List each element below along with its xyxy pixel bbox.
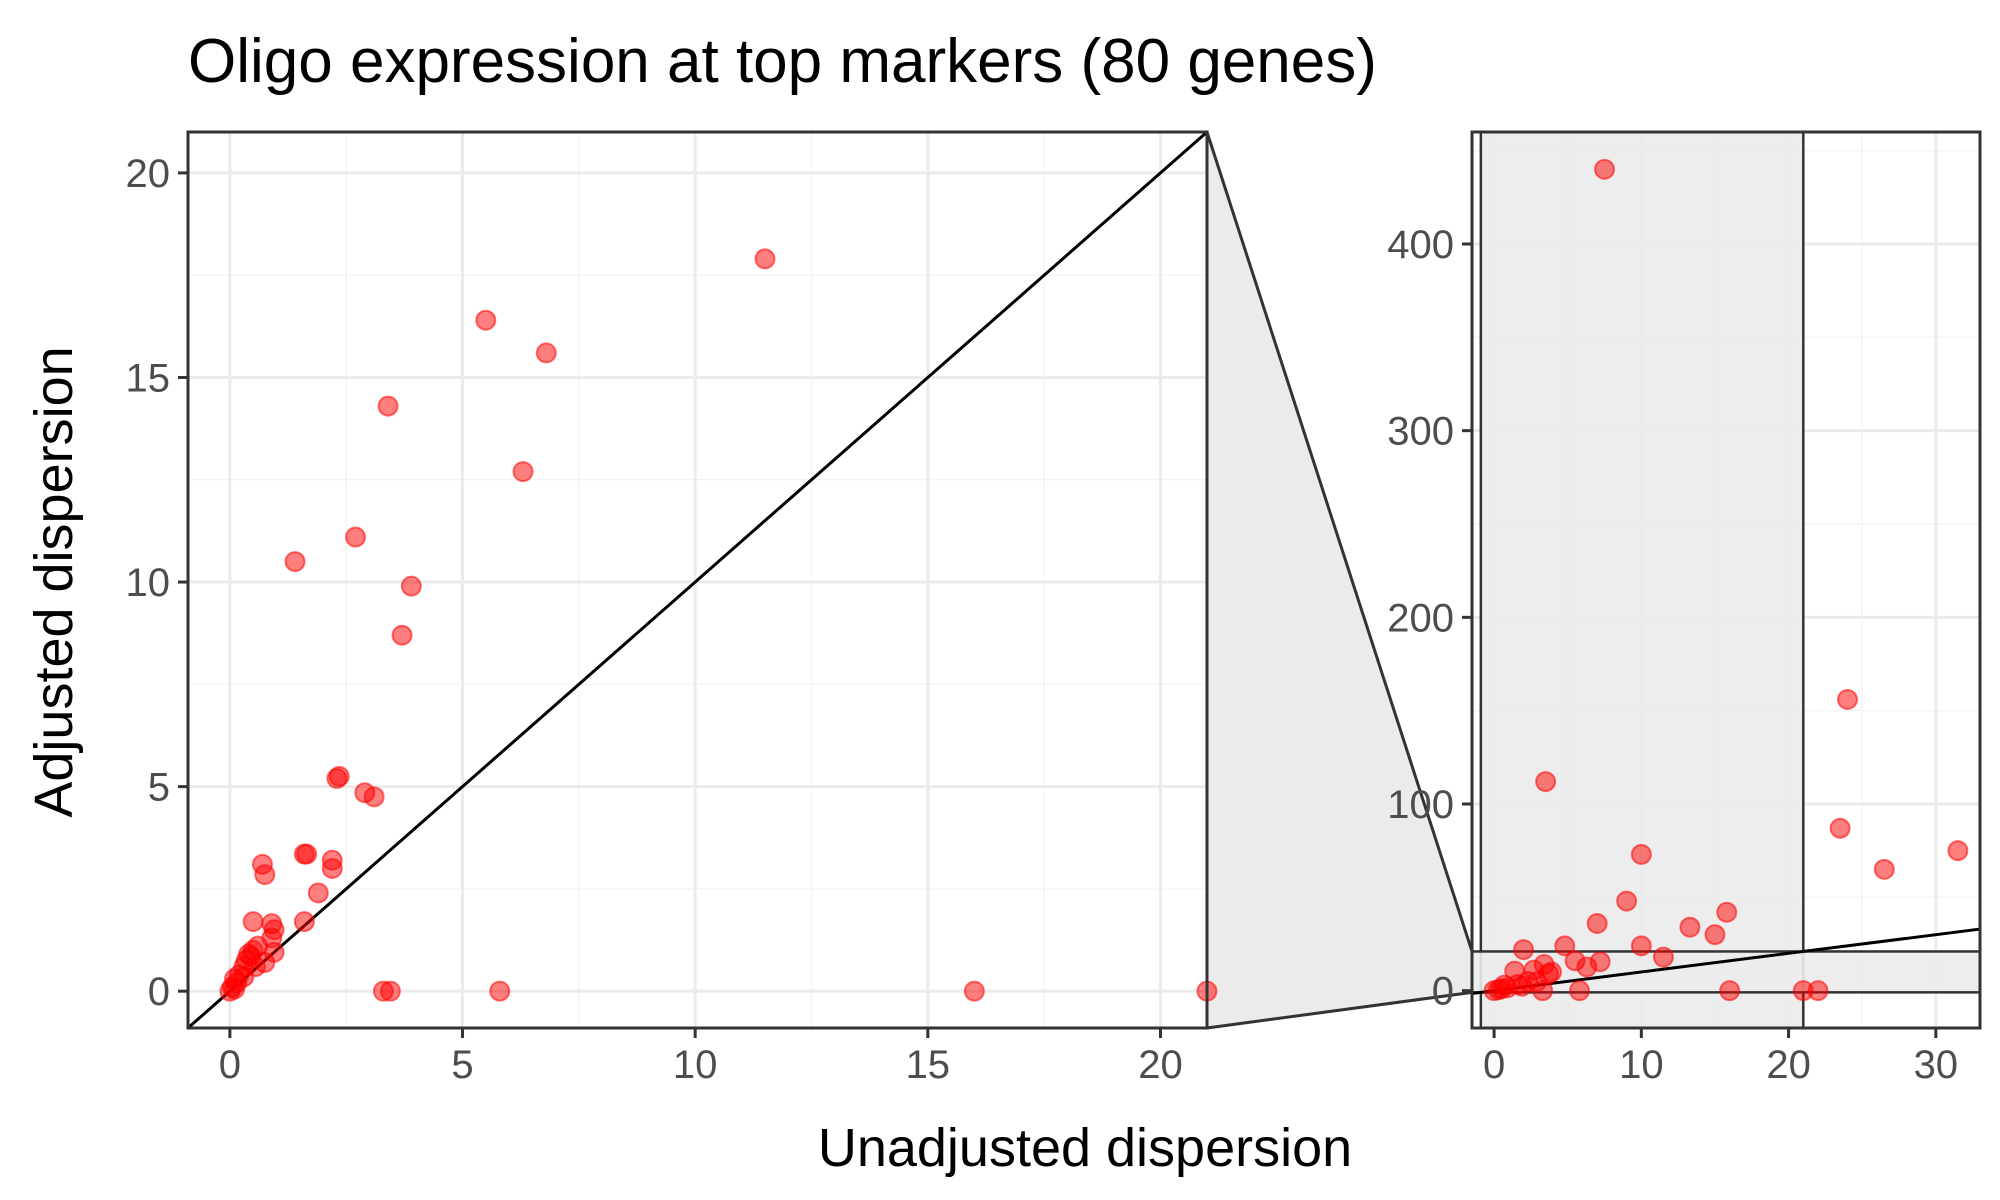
data-point (1535, 771, 1557, 793)
y-tick-label: 200 (1387, 596, 1454, 640)
y-tick-label: 0 (1432, 970, 1454, 1014)
zoom-connector-bottom-edge (1206, 990, 1473, 1030)
data-point (254, 864, 276, 886)
y-tick-label: 20 (126, 152, 171, 196)
data-point (1594, 158, 1616, 180)
data-point (293, 911, 315, 933)
data-point (512, 461, 534, 483)
inset-panel: 0 10 20 30 0 100 200 300 400 (1387, 130, 1982, 1087)
data-point (535, 342, 557, 364)
data-point (963, 980, 985, 1002)
data-point (1704, 924, 1726, 946)
inset-x-ticks: 0 10 20 30 (1483, 1028, 1958, 1087)
inset-panel-border (1470, 130, 1982, 1030)
data-point (1836, 688, 1858, 710)
y-tick-label: 0 (148, 970, 170, 1014)
data-point (1630, 935, 1652, 957)
data-point (1616, 890, 1638, 912)
data-point (391, 624, 413, 646)
x-axis-title: Unadjusted dispersion (818, 1118, 1352, 1178)
x-tick-label: 0 (1483, 1043, 1505, 1087)
data-point (328, 765, 350, 787)
data-point (224, 978, 246, 1000)
data-point (296, 843, 318, 865)
x-tick-label: 20 (1138, 1043, 1183, 1087)
data-point (1719, 980, 1741, 1002)
zoom-connector-top-edge (1205, 131, 1474, 952)
x-tick-label: 0 (219, 1043, 241, 1087)
data-point (400, 575, 422, 597)
x-tick-label: 30 (1914, 1043, 1959, 1087)
zoom-band-vertical (1479, 130, 1805, 1030)
data-point (1513, 939, 1535, 961)
identity-line (187, 130, 1208, 1030)
x-tick-label: 10 (673, 1043, 718, 1087)
main-reference-line (187, 130, 1208, 1030)
main-panel-border (186, 130, 1209, 1030)
data-point (1829, 817, 1851, 839)
data-point (1532, 980, 1554, 1002)
inset-y-ticks: 0 100 200 300 400 (1387, 223, 1472, 1014)
main-points (219, 248, 1218, 1002)
chart-title: Oligo expression at top markers (80 gene… (188, 27, 1377, 96)
y-tick-label: 400 (1387, 223, 1454, 267)
zoom-connector-wedge (1207, 132, 1472, 1028)
data-point (1947, 840, 1969, 862)
data-point (363, 786, 385, 808)
data-point (377, 395, 399, 417)
y-tick-label: 5 (148, 766, 170, 810)
data-point (1533, 954, 1555, 976)
data-point (475, 309, 497, 331)
y-axis-title: Adjusted dispersion (24, 346, 84, 817)
inset-reference-line (1471, 927, 1981, 995)
data-point (1807, 980, 1829, 1002)
main-x-ticks: 0 5 10 15 20 (219, 1028, 1183, 1087)
data-point (489, 980, 511, 1002)
data-point (754, 248, 776, 270)
y-tick-label: 100 (1387, 783, 1454, 827)
data-point (321, 857, 343, 879)
data-point (1716, 901, 1738, 923)
data-point (1568, 980, 1590, 1002)
data-point (284, 551, 306, 573)
data-point (1652, 946, 1674, 968)
data-point (1586, 912, 1608, 934)
identity-line (1471, 927, 1981, 995)
x-tick-label: 15 (906, 1043, 951, 1087)
data-point (1873, 858, 1895, 880)
inset-zoom-region (1470, 130, 1982, 1030)
x-tick-label: 10 (1619, 1043, 1664, 1087)
data-point (307, 882, 329, 904)
main-y-ticks: 0 5 10 15 20 (126, 152, 188, 1014)
y-tick-label: 300 (1387, 410, 1454, 454)
data-point (242, 911, 264, 933)
data-point (1554, 935, 1576, 957)
y-tick-label: 10 (126, 561, 171, 605)
x-tick-label: 20 (1766, 1043, 1811, 1087)
data-point (1630, 843, 1652, 865)
data-point (1576, 956, 1598, 978)
y-tick-label: 15 (126, 356, 171, 400)
data-point (379, 980, 401, 1002)
data-point (1483, 980, 1505, 1002)
main-panel: 0 5 10 15 20 0 5 10 15 20 (126, 130, 1218, 1087)
data-point (1679, 916, 1701, 938)
inset-points (1483, 158, 1969, 1002)
data-point (345, 526, 367, 548)
x-tick-label: 5 (451, 1043, 473, 1087)
